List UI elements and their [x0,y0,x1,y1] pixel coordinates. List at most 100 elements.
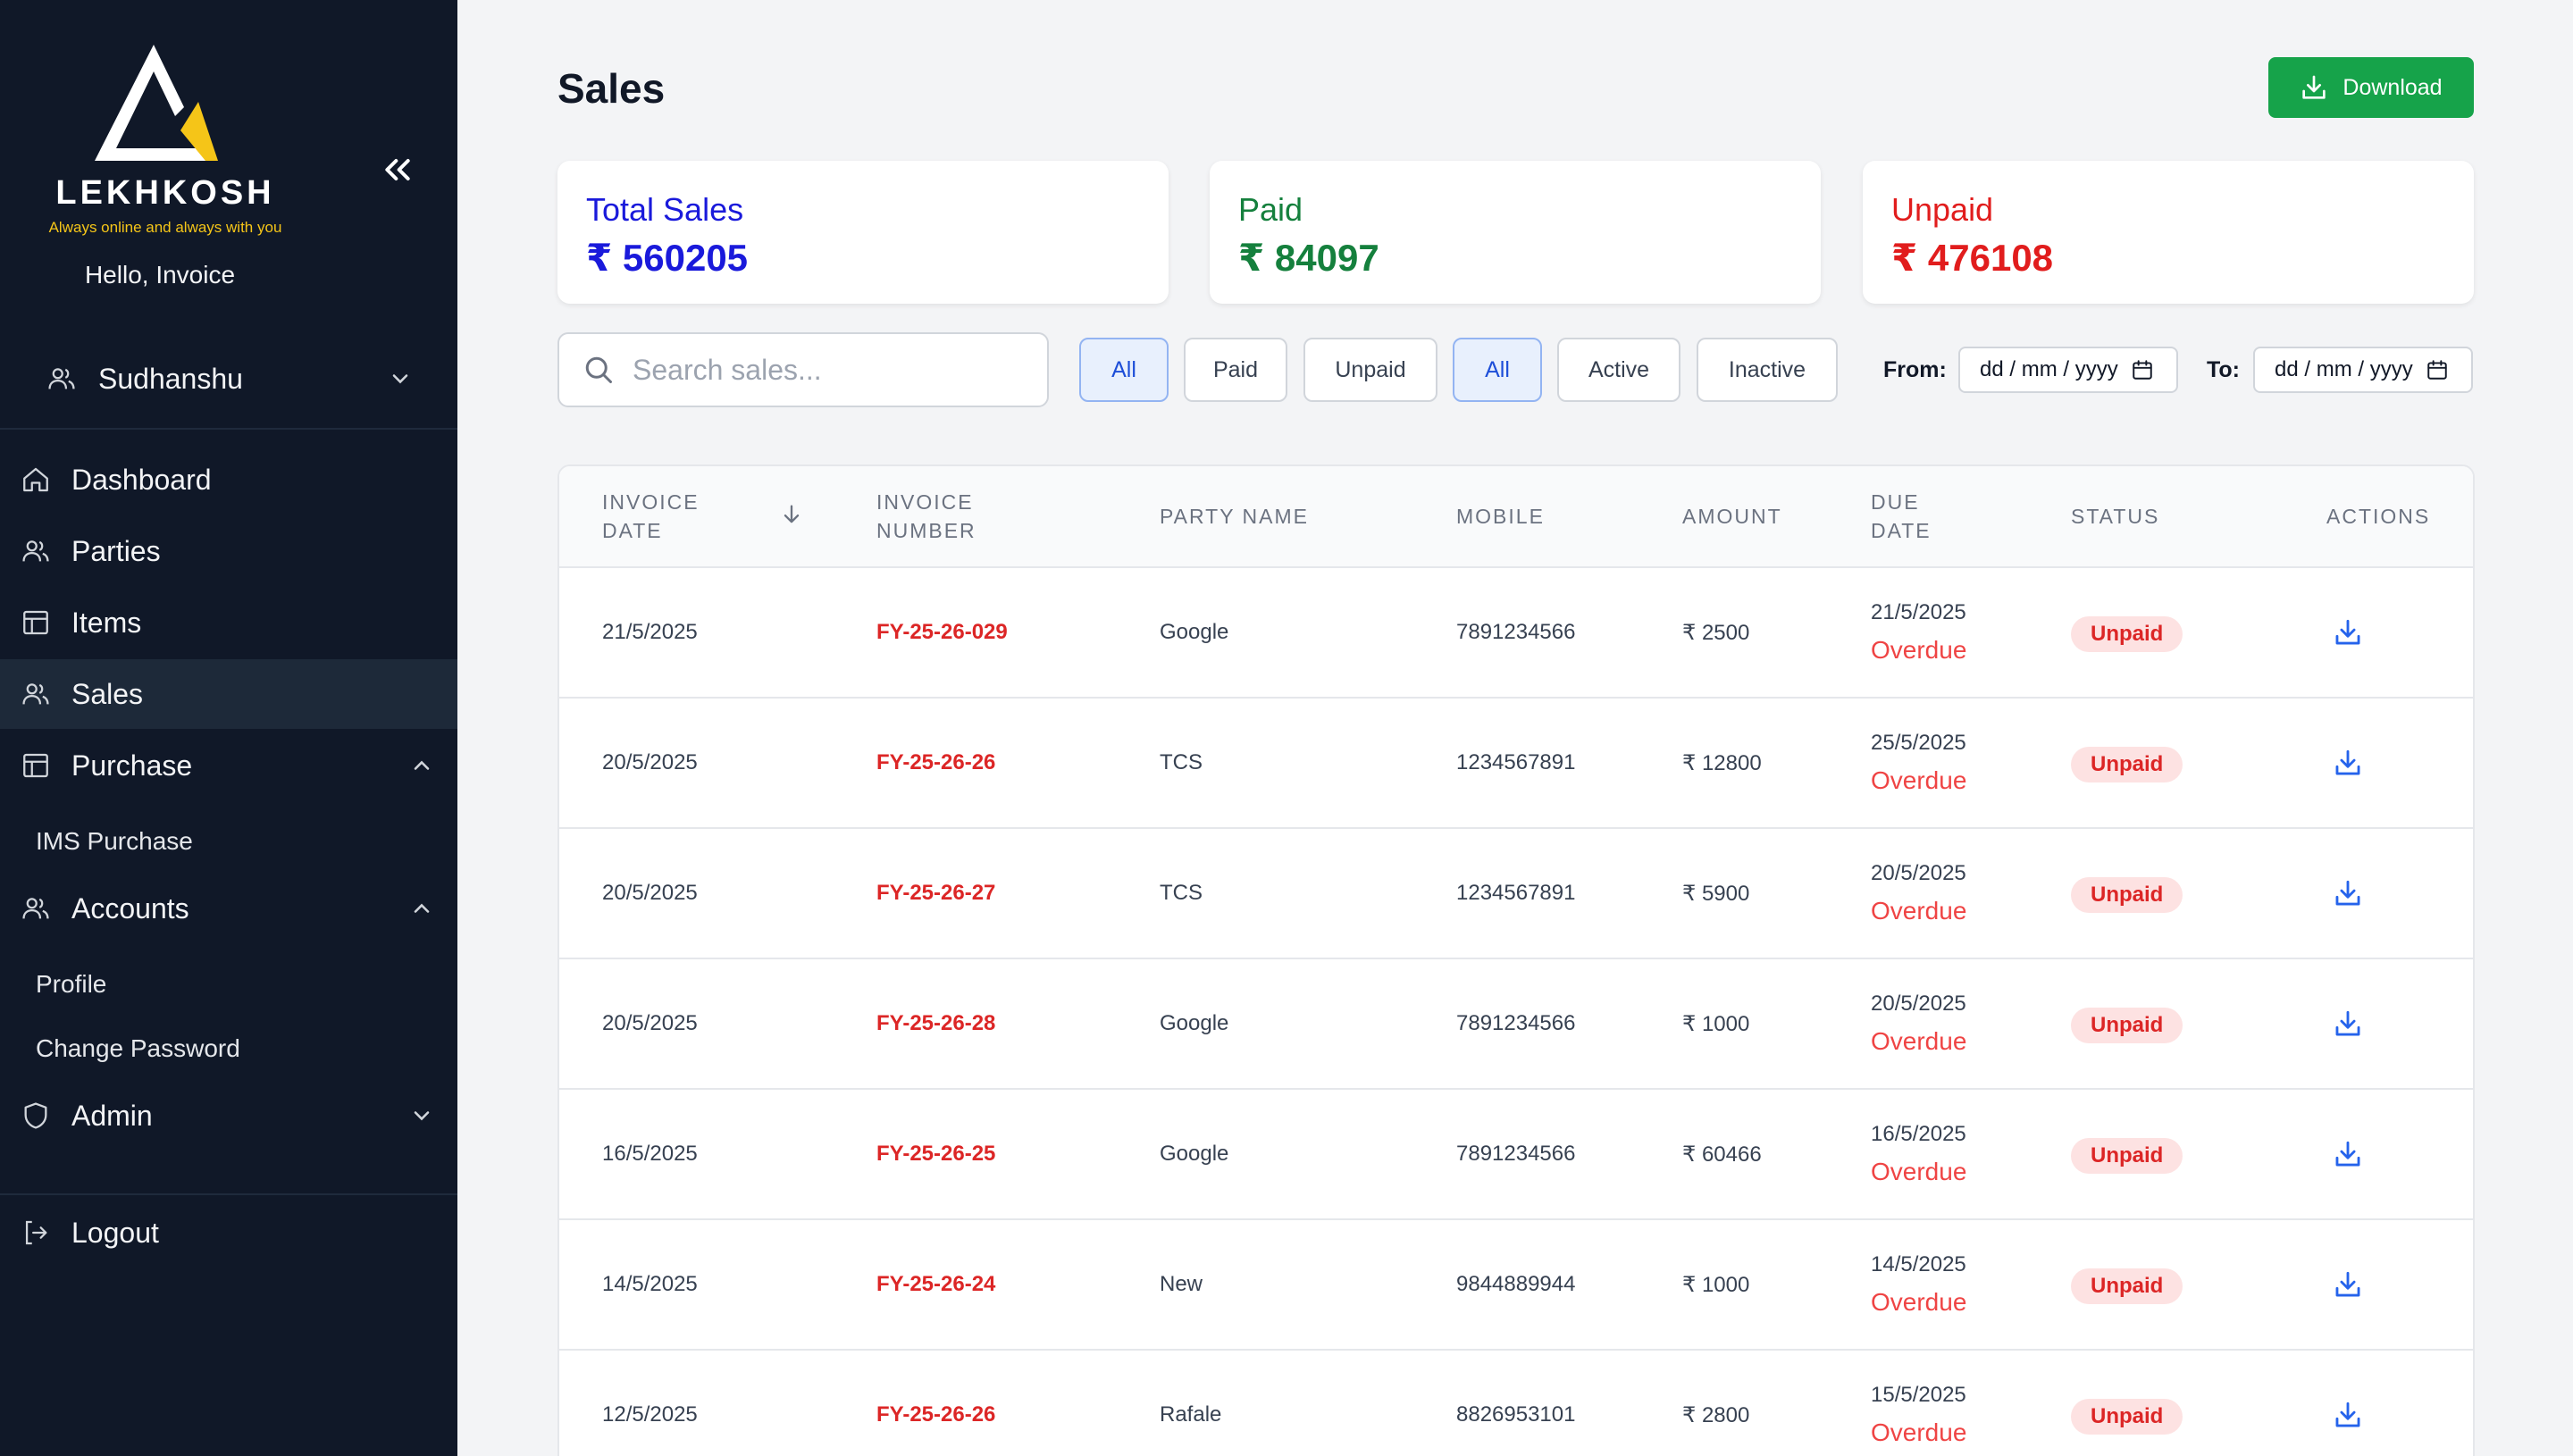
calendar-icon [2426,360,2447,380]
invoice-number-link[interactable]: FY-25-26-26 [876,1402,996,1427]
table-row[interactable]: 12/5/2025 FY-25-26-26 Rafale 8826953101 ₹ 28… [559,1351,2473,1456]
sidebar-subitem-change-password[interactable]: Change Password [36,1034,240,1062]
overdue-label: Overdue [1871,636,1967,664]
sidebar-item-label: Dashboard [71,463,212,496]
sidebar: LEKHKOSH Always online and always with y… [0,0,457,1456]
logout-label: Logout [71,1216,159,1249]
unpaid-card: Unpaid ₹ 476108 [1863,161,2474,304]
column-amount: Amount [1682,505,1782,528]
sidebar-item-admin[interactable]: Admin [0,1081,457,1151]
to-label: To: [2207,357,2241,382]
table-row[interactable]: 14/5/2025 FY-25-26-24 New 9844889944 ₹ 1000 1… [559,1220,2473,1351]
collapse-sidebar-button[interactable] [375,147,420,192]
search-input[interactable] [633,353,1026,387]
main-content: Sales Download Total Sales ₹ 560205 Paid… [457,0,2573,1456]
table-row[interactable]: 20/5/2025 FY-25-26-28 Google 7891234566 ₹ 10… [559,959,2473,1090]
table-row[interactable]: 21/5/2025 FY-25-26-029 Google 7891234566 ₹ 2… [559,568,2473,699]
invoice-number-link[interactable]: FY-25-26-24 [876,1272,996,1296]
mobile-cell: 9844889944 [1456,1272,1576,1296]
table-row[interactable]: 20/5/2025 FY-25-26-27 TCS 1234567891 ₹ 5900 2… [559,829,2473,959]
users-icon [20,678,52,710]
logout-button[interactable]: Logout [0,1198,457,1268]
state-filter-inactive[interactable]: Inactive [1697,338,1838,402]
column-status: Status [2071,505,2160,528]
payment-filter-all[interactable]: All [1079,338,1169,402]
from-date-input[interactable]: dd / mm / yyyy [1958,347,2178,393]
logo-mark-icon [95,45,218,161]
sidebar-item-purchase[interactable]: Purchase [0,731,457,800]
table-row[interactable]: 20/5/2025 FY-25-26-26 TCS 1234567891 ₹ 12800… [559,699,2473,829]
table-icon [20,607,52,639]
party-name-cell: New [1160,1272,1203,1296]
user-menu[interactable]: Sudhanshu [46,356,413,402]
status-badge: Unpaid [2071,1268,2183,1304]
table-row[interactable]: 16/5/2025 FY-25-26-25 Google 7891234566 ₹ 60… [559,1090,2473,1220]
sidebar-divider [0,428,457,430]
payment-filter-paid[interactable]: Paid [1184,338,1287,402]
sales-table: Invoice Date Invoice Number Party Name M… [557,464,2475,1456]
invoice-number-link[interactable]: FY-25-26-25 [876,1142,996,1166]
sidebar-item-label: Items [71,606,142,639]
download-button[interactable]: Download [2268,57,2474,118]
column-invoice-date[interactable]: Invoice Date [602,490,700,542]
home-icon [20,464,52,496]
row-download-button[interactable] [2330,1267,2366,1302]
download-icon [2302,75,2326,99]
row-download-button[interactable] [2330,1136,2366,1172]
sidebar-subitem-profile[interactable]: Profile [36,970,107,998]
sidebar-item-items[interactable]: Items [0,588,457,657]
mobile-cell: 8826953101 [1456,1402,1576,1427]
users-icon [20,892,52,925]
to-date-input[interactable]: dd / mm / yyyy [2253,347,2473,393]
amount-cell: ₹ 12800 [1682,751,1762,775]
shield-icon [20,1100,52,1132]
sidebar-subitem-ims-purchase[interactable]: IMS Purchase [36,827,193,855]
greeting: Hello, Invoice [84,261,236,289]
payment-filter-unpaid[interactable]: Unpaid [1303,338,1437,402]
sidebar-item-label: Sales [71,677,144,710]
amount-cell: ₹ 1000 [1682,1012,1750,1036]
amount-cell: ₹ 2500 [1682,621,1750,645]
overdue-label: Overdue [1871,1027,1967,1055]
status-badge: Unpaid [2071,747,2183,782]
status-badge: Unpaid [2071,616,2183,652]
invoice-number-link[interactable]: FY-25-26-27 [876,881,996,905]
state-filter-active[interactable]: Active [1557,338,1680,402]
brand-tagline: Always online and always with you [48,219,282,236]
search-box [557,332,1049,407]
row-download-button[interactable] [2330,1397,2366,1433]
row-download-button[interactable] [2330,1006,2366,1042]
row-download-button[interactable] [2330,875,2366,911]
download-icon [2335,1402,2360,1427]
total-sales-value: ₹ 560205 [586,237,749,279]
due-date-cell: 21/5/2025 [1871,600,1966,624]
sidebar-item-parties[interactable]: Parties [0,516,457,586]
to-date-value: dd / mm / yyyy [2275,357,2413,381]
column-due-date: Due Date [1871,490,1932,542]
sidebar-item-accounts[interactable]: Accounts [0,874,457,943]
overdue-label: Overdue [1871,1288,1967,1316]
amount-cell: ₹ 1000 [1682,1273,1750,1297]
total-sales-label: Total Sales [586,191,744,228]
brand-name: LEKHKOSH [55,174,275,212]
sidebar-item-label: Purchase [71,749,193,782]
user-icon [48,368,75,389]
party-name-cell: Google [1160,1142,1229,1166]
overdue-label: Overdue [1871,897,1967,925]
invoice-number-link[interactable]: FY-25-26-28 [876,1011,996,1035]
invoice-number-link[interactable]: FY-25-26-26 [876,750,996,774]
unpaid-label: Unpaid [1891,191,1994,228]
row-download-button[interactable] [2330,615,2366,650]
row-download-button[interactable] [2330,745,2366,781]
sidebar-item-sales[interactable]: Sales [0,659,457,729]
download-icon [2335,1271,2360,1297]
sidebar-item-dashboard[interactable]: Dashboard [0,445,457,515]
sidebar-item-label: Parties [71,534,161,567]
mobile-cell: 7891234566 [1456,620,1576,644]
amount-cell: ₹ 5900 [1682,882,1750,906]
party-name-cell: TCS [1160,881,1203,905]
state-filter-all[interactable]: All [1453,338,1542,402]
due-date-cell: 16/5/2025 [1871,1122,1966,1146]
sort-arrow-down-icon[interactable] [779,502,804,527]
invoice-number-link[interactable]: FY-25-26-029 [876,620,1008,644]
